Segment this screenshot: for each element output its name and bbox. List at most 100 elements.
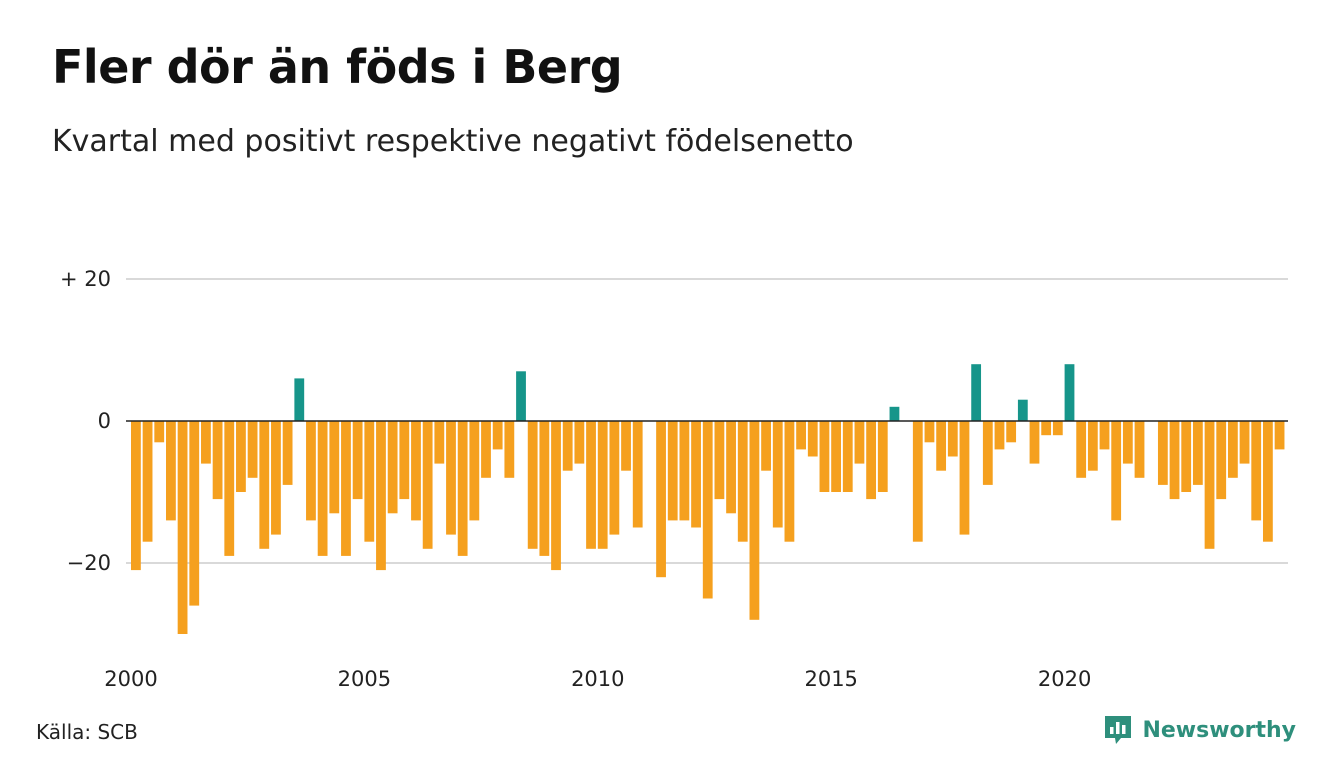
- bar: [1122, 421, 1133, 464]
- bar: [1017, 399, 1028, 421]
- bar: [912, 421, 923, 542]
- bar: [259, 421, 270, 549]
- bar: [889, 406, 900, 421]
- brand-name: Newsworthy: [1142, 717, 1296, 743]
- bar: [201, 421, 211, 464]
- bar: [446, 421, 456, 535]
- bar: [1076, 421, 1087, 478]
- bar: [982, 421, 993, 485]
- bar: [236, 421, 246, 492]
- bar: [1134, 421, 1145, 478]
- bar: [224, 421, 235, 556]
- bar: [737, 421, 748, 542]
- bar: [317, 421, 328, 556]
- bar: [714, 421, 725, 500]
- bar: [492, 421, 503, 450]
- bar: [1064, 364, 1075, 421]
- bar: [469, 421, 480, 521]
- bar: [971, 364, 982, 421]
- bar: [527, 421, 538, 549]
- bars: [131, 364, 1285, 634]
- x-tick-label: 2015: [804, 667, 857, 691]
- bar: [597, 421, 608, 549]
- bar: [924, 421, 935, 443]
- bar: [562, 421, 573, 471]
- bar: [866, 421, 877, 500]
- bar: [621, 421, 631, 471]
- bar: [212, 421, 223, 500]
- bar: [702, 421, 713, 599]
- bar: [551, 421, 561, 571]
- bar: [1111, 421, 1122, 521]
- bar: [1006, 421, 1017, 443]
- bar: [796, 421, 806, 450]
- bar: [154, 421, 165, 443]
- y-axis-labels: + 20 0 −20: [60, 267, 111, 575]
- bar: [807, 421, 818, 457]
- bar: [679, 421, 690, 521]
- bar: [1239, 421, 1250, 464]
- bar: [1157, 421, 1168, 485]
- x-tick-label: 2010: [571, 667, 624, 691]
- bar: [177, 421, 188, 634]
- bar: [1262, 421, 1273, 542]
- bar: [516, 371, 526, 421]
- bar: [1251, 421, 1262, 521]
- bar: [142, 421, 153, 542]
- bar: [1216, 421, 1227, 500]
- bar: [352, 421, 363, 500]
- bar: [1192, 421, 1203, 485]
- x-axis-labels: 2000 2005 2010 2015 2020: [104, 667, 1091, 691]
- bar: [364, 421, 375, 542]
- bar: [609, 421, 620, 535]
- y-tick-label: + 20: [60, 267, 111, 291]
- chart-title: Fler dör än föds i Berg: [52, 40, 623, 94]
- bar: [387, 421, 398, 514]
- bar: [1227, 421, 1238, 478]
- source-note: Källa: SCB: [36, 720, 138, 744]
- bar: [772, 421, 783, 528]
- y-tick-label: 0: [98, 409, 111, 433]
- bar: [422, 421, 433, 549]
- bar: [1099, 421, 1110, 450]
- bar: [504, 421, 515, 478]
- bar: [294, 378, 305, 421]
- bar: [411, 421, 421, 521]
- x-tick-label: 2000: [104, 667, 157, 691]
- bar: [1169, 421, 1180, 500]
- chart-subtitle: Kvartal med positivt respektive negativt…: [52, 124, 854, 159]
- bar: [691, 421, 701, 528]
- bar: [586, 421, 596, 549]
- bar: [306, 421, 316, 521]
- bar: [959, 421, 970, 535]
- bar: [877, 421, 888, 492]
- bar: [632, 421, 643, 528]
- brand-logo: Newsworthy: [1102, 713, 1296, 747]
- bar: [656, 421, 666, 578]
- bar: [539, 421, 550, 556]
- bar: [271, 421, 281, 535]
- bar: [376, 421, 386, 571]
- bar: [399, 421, 410, 500]
- bar: [131, 421, 141, 571]
- bar: [1274, 421, 1285, 450]
- bar: [481, 421, 491, 478]
- bar: [166, 421, 176, 521]
- bar: [1204, 421, 1215, 549]
- bar: [574, 421, 585, 464]
- bar: [1052, 421, 1063, 436]
- bar: [667, 421, 678, 521]
- bar: [1041, 421, 1052, 436]
- bar: [784, 421, 795, 542]
- bar: [726, 421, 736, 514]
- bar: [819, 421, 830, 492]
- y-tick-label: −20: [67, 551, 111, 575]
- bar: [1087, 421, 1098, 471]
- x-tick-label: 2005: [338, 667, 391, 691]
- newsworthy-logo-icon: [1105, 716, 1132, 744]
- bar: [282, 421, 293, 485]
- bar: [749, 421, 760, 620]
- bar: [994, 421, 1005, 450]
- bar: [434, 421, 445, 464]
